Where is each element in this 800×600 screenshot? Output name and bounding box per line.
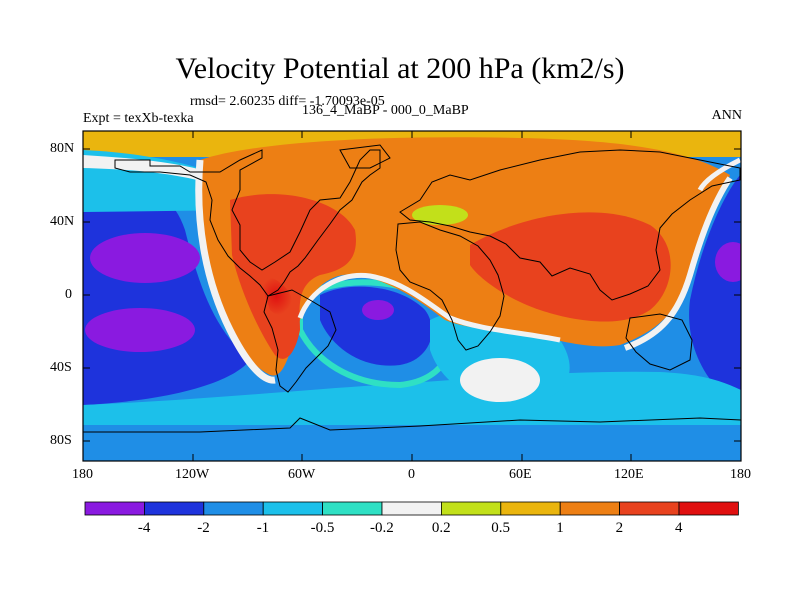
positive-hotspot: [260, 276, 293, 316]
coastlines: [83, 144, 741, 433]
lat-label-40s: 40S: [50, 360, 72, 375]
north-pacific-white: [83, 155, 240, 198]
zero-contour-central: [297, 272, 561, 343]
lat-label-80s: 80S: [50, 433, 72, 448]
lon-label-120w: 120W: [175, 467, 210, 482]
violet-core-north: [90, 233, 200, 283]
colorbar-swatch-0: [84, 501, 145, 516]
colorbar-label-2: -1: [256, 520, 270, 536]
colorbar-swatch-8: [559, 501, 621, 516]
violet-core-east: [715, 242, 741, 282]
zero-contour-west: [195, 159, 276, 384]
lon-label-60e: 60E: [509, 467, 532, 482]
comparison-label: 136_4_MaBP - 000_0_MaBP: [302, 103, 469, 118]
lon-label-180w: 180: [72, 467, 93, 482]
season-label: ANN: [711, 108, 742, 123]
colorbar-swatch-5: [381, 501, 442, 516]
weak-positive-patch: [412, 205, 468, 225]
colorbar-swatch-6: [440, 501, 502, 516]
colorbar-swatch-7: [500, 501, 561, 516]
zero-contour-arctic: [697, 157, 741, 192]
colorbar-label-4: -0.2: [370, 520, 394, 536]
south-america-coast: [263, 289, 337, 393]
colorbar-label-3: -0.5: [310, 520, 335, 536]
colorbar-swatch-9: [619, 501, 680, 516]
violet-core-atlantic: [362, 300, 394, 320]
axis-ticks: [82, 131, 742, 461]
north-america-coast: [114, 149, 381, 297]
stats-label: rmsd= 2.60235 diff= -1.70093e-05: [190, 94, 385, 109]
neutral-patch-indian: [460, 358, 540, 402]
lat-label-0: 0: [65, 287, 72, 302]
violet-core-south: [85, 308, 195, 352]
colorbar-label-8: 2: [615, 520, 624, 536]
colorbar-swatch-3: [262, 501, 324, 516]
antarctica-coast: [83, 417, 741, 433]
lat-label-80n: 80N: [50, 141, 75, 156]
zero-contour-east: [623, 176, 733, 351]
australia-coast: [625, 313, 693, 371]
africa-coast: [395, 221, 505, 351]
lon-label-0: 0: [408, 467, 415, 482]
experiment-label: Expt = texXb-texka: [83, 111, 194, 126]
plot-title: Velocity Potential at 200 hPa (km2/s): [175, 52, 625, 85]
colorbar-label-6: 0.5: [491, 520, 511, 536]
colorbar-label-0: -4: [137, 520, 151, 536]
negative-region-atlantic: [320, 286, 432, 366]
negative-region-west-pacific: [689, 175, 741, 410]
lat-label-40n: 40N: [50, 214, 75, 229]
colorbar-label-1: -2: [197, 520, 210, 536]
eurasia-coast: [399, 149, 741, 301]
positive-region-americas-red: [230, 194, 356, 359]
colorbar-swatch-1: [143, 501, 205, 516]
colorbar-swatch-4: [322, 501, 383, 516]
greenland-coast: [339, 144, 391, 169]
colorbar-label-7: 1: [556, 520, 564, 536]
lon-label-60w: 60W: [288, 467, 316, 482]
lon-label-120e: 120E: [614, 467, 644, 482]
colorbar-label-5: 0.2: [431, 520, 451, 536]
colorbar-swatch-2: [203, 501, 264, 516]
positive-region-asia-red: [470, 212, 671, 322]
lon-label-180e: 180: [730, 467, 751, 482]
cyan-band-south: [83, 371, 741, 425]
colorbar-label-9: 4: [675, 520, 683, 536]
colorbar-swatch-10: [678, 501, 739, 516]
